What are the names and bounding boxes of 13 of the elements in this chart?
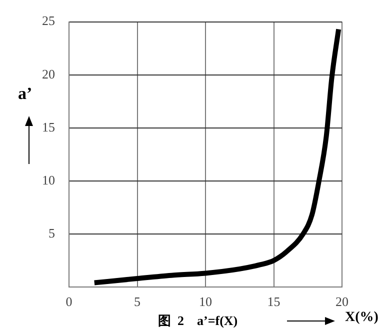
y-tick-label: 25 <box>42 13 55 28</box>
x-tick-label: 10 <box>199 294 212 310</box>
text: 图 2 a’=f(X) <box>158 312 238 330</box>
x-axis-title: X(%) <box>345 310 378 326</box>
x-tick-label: 20 <box>336 294 348 310</box>
x-tick-label: 0 <box>66 294 72 310</box>
y-tick-label: 15 <box>42 119 55 134</box>
x-tick-label: 15 <box>267 294 280 310</box>
y-tick-label: 20 <box>42 66 55 82</box>
y-axis-title: a’ <box>18 84 32 104</box>
y-tick-label: 10 <box>42 172 55 188</box>
x-tick-label: 5 <box>134 294 140 310</box>
y-tick-label: 5 <box>48 225 55 240</box>
